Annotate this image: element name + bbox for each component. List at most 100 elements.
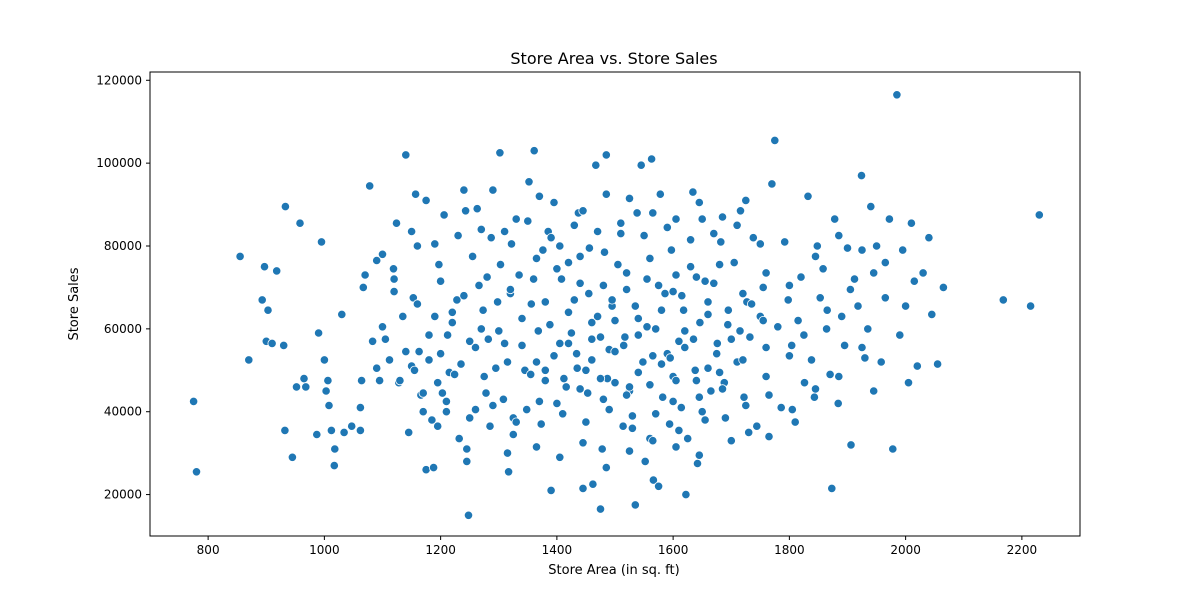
data-point bbox=[806, 355, 817, 365]
data-point bbox=[662, 222, 672, 232]
data-point bbox=[677, 291, 687, 301]
data-point bbox=[549, 351, 559, 361]
data-point bbox=[776, 402, 786, 413]
data-point bbox=[414, 346, 424, 357]
data-point bbox=[495, 148, 505, 158]
data-point bbox=[463, 510, 474, 520]
data-point bbox=[610, 378, 620, 388]
data-point bbox=[280, 202, 290, 212]
data-point bbox=[502, 448, 513, 458]
data-point bbox=[355, 402, 365, 413]
data-point bbox=[787, 404, 797, 415]
data-point bbox=[421, 195, 431, 205]
data-point bbox=[818, 264, 828, 274]
data-point bbox=[632, 208, 642, 218]
plot-frame bbox=[149, 71, 1081, 537]
data-point bbox=[694, 450, 704, 460]
data-point bbox=[486, 233, 496, 243]
data-point bbox=[830, 214, 840, 224]
data-point bbox=[616, 229, 626, 239]
x-tick-label: 1000 bbox=[309, 543, 340, 557]
data-point bbox=[481, 388, 491, 398]
data-point bbox=[856, 171, 867, 181]
y-tick-label: 80000 bbox=[104, 239, 142, 253]
data-point bbox=[620, 332, 630, 342]
data-point bbox=[488, 400, 498, 411]
data-point bbox=[748, 233, 758, 243]
data-point bbox=[857, 342, 867, 353]
data-point bbox=[441, 396, 451, 406]
data-point bbox=[347, 421, 357, 431]
data-point bbox=[540, 375, 550, 386]
data-point bbox=[598, 394, 609, 404]
data-point bbox=[592, 311, 603, 321]
data-point bbox=[738, 288, 748, 299]
data-point bbox=[866, 202, 876, 212]
data-point bbox=[380, 334, 390, 344]
data-point bbox=[793, 315, 803, 326]
data-point bbox=[717, 212, 728, 222]
data-point bbox=[784, 280, 795, 290]
data-point bbox=[447, 307, 457, 317]
data-point bbox=[822, 305, 832, 315]
data-point bbox=[787, 340, 797, 350]
data-point bbox=[372, 255, 382, 266]
data-point bbox=[645, 253, 655, 263]
data-point bbox=[630, 500, 640, 510]
data-point bbox=[610, 346, 620, 357]
data-point bbox=[540, 297, 550, 307]
data-point bbox=[918, 268, 928, 278]
data-point bbox=[714, 367, 725, 377]
data-point bbox=[927, 309, 937, 319]
data-point bbox=[323, 375, 333, 386]
data-point bbox=[474, 280, 484, 290]
data-point bbox=[401, 150, 411, 160]
data-point bbox=[502, 357, 513, 367]
data-point bbox=[630, 301, 640, 311]
data-point bbox=[523, 216, 533, 226]
data-point bbox=[545, 320, 555, 330]
data-point bbox=[377, 249, 388, 259]
data-point bbox=[664, 419, 675, 429]
data-point bbox=[391, 218, 402, 228]
data-point bbox=[511, 417, 521, 427]
data-point bbox=[834, 231, 844, 241]
data-point bbox=[563, 257, 574, 268]
data-point bbox=[803, 191, 813, 201]
data-point bbox=[604, 404, 614, 415]
data-point bbox=[534, 191, 545, 201]
data-point bbox=[638, 357, 648, 367]
data-point bbox=[938, 282, 949, 292]
data-point bbox=[267, 338, 277, 348]
data-point bbox=[424, 355, 434, 365]
data-point bbox=[488, 185, 498, 195]
data-point bbox=[533, 326, 543, 336]
data-point bbox=[745, 332, 755, 342]
data-point bbox=[1034, 210, 1044, 220]
data-point bbox=[815, 293, 825, 303]
data-point bbox=[621, 268, 632, 278]
data-point bbox=[367, 336, 378, 346]
data-point bbox=[761, 268, 771, 278]
data-point bbox=[676, 402, 686, 413]
data-point bbox=[412, 241, 422, 251]
data-point bbox=[895, 330, 905, 340]
data-point bbox=[648, 208, 658, 218]
data-point bbox=[903, 378, 914, 388]
data-point bbox=[741, 400, 751, 411]
data-point bbox=[714, 259, 725, 270]
data-point bbox=[563, 307, 574, 317]
data-point bbox=[552, 398, 562, 408]
data-point bbox=[412, 299, 422, 309]
data-point bbox=[700, 415, 710, 425]
data-point bbox=[892, 90, 902, 100]
y-tick-label: 120000 bbox=[96, 73, 142, 87]
data-point bbox=[691, 272, 702, 282]
data-point bbox=[869, 268, 879, 278]
data-point bbox=[703, 309, 713, 319]
data-point bbox=[863, 324, 873, 334]
data-point bbox=[825, 369, 835, 379]
data-point bbox=[384, 355, 395, 365]
data-point bbox=[646, 154, 657, 164]
data-point bbox=[601, 462, 611, 473]
